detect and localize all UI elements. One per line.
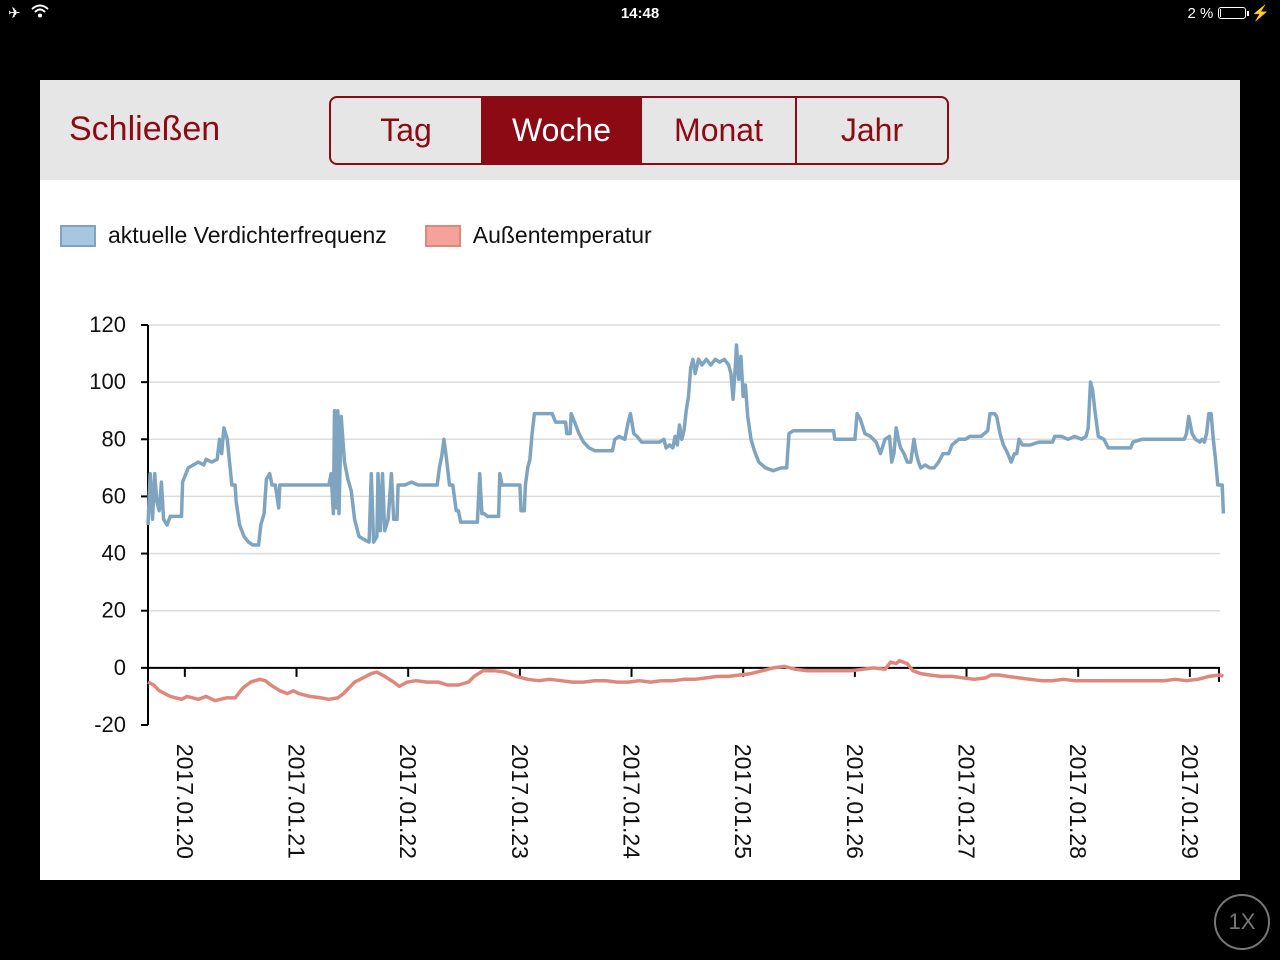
x-tick-label: 2017.01.21 xyxy=(284,744,310,859)
x-tick-label: 2017.01.24 xyxy=(619,744,645,859)
segment-woche[interactable]: Woche xyxy=(483,98,642,163)
zoom-indicator[interactable]: 1X xyxy=(1214,894,1270,950)
toolbar: Schließen Tag Woche Monat Jahr xyxy=(40,80,1240,180)
period-segmented-control: Tag Woche Monat Jahr xyxy=(329,96,949,165)
status-bar: ✈ 14:48 2 % ⚡ xyxy=(0,0,1280,28)
x-tick-label: 2017.01.28 xyxy=(1065,744,1091,859)
x-tick-label: 2017.01.22 xyxy=(395,744,421,859)
status-time: 14:48 xyxy=(620,5,660,22)
series-line-frequency xyxy=(146,343,1226,547)
x-tick-label: 2017.01.25 xyxy=(730,744,756,859)
y-tick-label: -20 xyxy=(94,712,126,737)
airplane-mode-icon: ✈ xyxy=(8,5,21,22)
chart-dialog: Schließen Tag Woche Monat Jahr aktuelle … xyxy=(40,80,1240,880)
x-tick-label: 2017.01.26 xyxy=(842,744,868,859)
x-tick-label: 2017.01.23 xyxy=(507,744,533,859)
line-chart: 120 100 80 60 40 20 0 -20 2017.01.20 2017.01.21 20… xyxy=(89,312,1226,859)
y-tick-label: 40 xyxy=(102,541,126,566)
legend-item-frequency[interactable]: aktuelle Verdichterfrequenz xyxy=(60,222,387,249)
y-tick-label: 80 xyxy=(102,426,126,451)
y-tick-label: 0 xyxy=(114,655,126,680)
x-tick-label: 2017.01.29 xyxy=(1177,744,1203,859)
battery-percent: 2 % xyxy=(1187,4,1214,22)
wifi-icon xyxy=(30,4,49,22)
charging-icon: ⚡ xyxy=(1251,5,1270,22)
y-tick-label: 100 xyxy=(89,369,126,394)
legend-swatch-frequency xyxy=(60,224,96,247)
legend-label-frequency: aktuelle Verdichterfrequenz xyxy=(108,222,387,248)
x-tick-label: 2017.01.27 xyxy=(954,744,980,859)
y-tick-label: 20 xyxy=(102,598,126,623)
segment-monat[interactable]: Monat xyxy=(642,98,797,163)
segment-jahr[interactable]: Jahr xyxy=(840,112,904,148)
series-line-temperature xyxy=(147,658,1225,703)
battery-icon xyxy=(1218,7,1250,19)
y-tick-label: 120 xyxy=(89,312,126,337)
chart-legend: aktuelle Verdichterfrequenz Außentempera… xyxy=(60,222,690,249)
legend-label-temperature: Außentemperatur xyxy=(472,222,652,248)
legend-item-temperature[interactable]: Außentemperatur xyxy=(424,222,652,249)
close-button[interactable]: Schließen xyxy=(69,110,221,148)
y-tick-label: 60 xyxy=(102,483,126,508)
segment-tag[interactable]: Tag xyxy=(331,98,483,163)
legend-swatch-temperature xyxy=(424,224,461,247)
x-tick-label: 2017.01.20 xyxy=(172,744,198,859)
